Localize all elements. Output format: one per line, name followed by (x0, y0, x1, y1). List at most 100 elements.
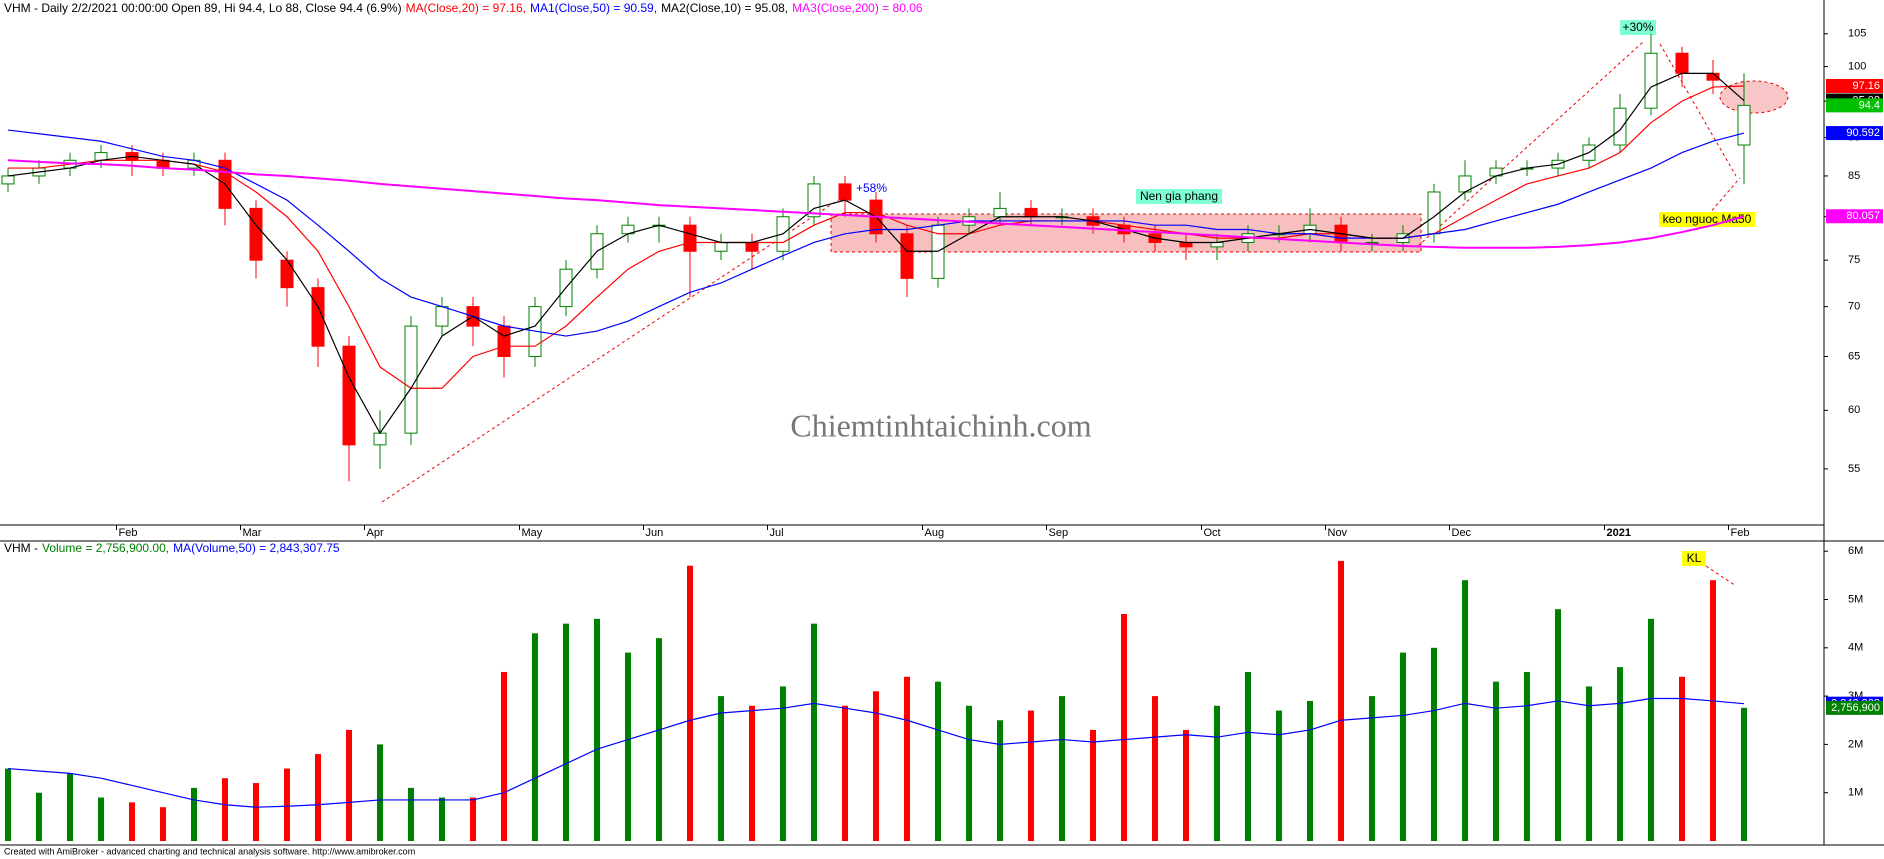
volume-bar (563, 623, 569, 841)
y-tick-label: 85 (1848, 170, 1860, 182)
candle-body (1024, 207, 1038, 218)
candle-body (838, 183, 852, 201)
volume-bar (1245, 671, 1251, 841)
volume-bar (1121, 613, 1127, 841)
y-tick-label: 105 (1848, 28, 1866, 40)
volume-bar (67, 773, 73, 841)
volume-bar (1555, 609, 1561, 841)
value-label: 80.057 (1846, 210, 1880, 222)
x-tick-label: Sep (1049, 527, 1069, 539)
volume-bar (1028, 710, 1034, 841)
value-label: 97.16 (1852, 80, 1880, 92)
volume-bar (1431, 647, 1437, 841)
candle-body (1613, 107, 1627, 146)
volume-bar (532, 633, 538, 841)
volume-bar (1059, 696, 1065, 841)
volume-bar (780, 686, 786, 841)
volume-bar (408, 787, 414, 841)
volume-bar (377, 744, 383, 841)
candle-body (1675, 52, 1689, 74)
volume-bar (873, 691, 879, 841)
arrow (1659, 43, 1737, 177)
candle-body (1644, 52, 1658, 109)
value-label: 2,756,900 (1831, 702, 1880, 714)
volume-bar (439, 797, 445, 841)
candle-body (1737, 104, 1751, 146)
volume-bar (1307, 700, 1313, 841)
title-part: Volume = 2,756,900.00, (42, 541, 169, 555)
volume-bar (284, 768, 290, 841)
candle-body (249, 207, 263, 261)
arrow (1707, 177, 1741, 216)
value-label: 90.592 (1846, 127, 1880, 139)
candle-body (404, 325, 418, 434)
volume-bar (5, 768, 11, 841)
highlight-ellipse (1719, 80, 1789, 114)
annotation-box (1136, 189, 1222, 204)
annotation: KL (1687, 551, 1702, 565)
arrow (1417, 41, 1644, 247)
candle-body (342, 345, 356, 446)
footer: Created with AmiBroker - advanced charti… (4, 846, 415, 856)
annotation-box (1620, 20, 1656, 35)
y-tick-label: 60 (1848, 404, 1860, 416)
x-tick-label: 2021 (1607, 527, 1631, 539)
ma-line (7, 697, 1745, 808)
title-part: MA3(Close,200) = 80.06 (792, 1, 923, 15)
volume-bar (1400, 652, 1406, 841)
ma-line (7, 129, 1745, 337)
volume-bar (1679, 676, 1685, 841)
y-tick-label: 55 (1848, 463, 1860, 475)
volume-bar (253, 783, 259, 841)
y-tick-label: 100 (1848, 60, 1866, 72)
y-tick-label: 70 (1848, 301, 1860, 313)
value-label-box (1826, 209, 1883, 224)
annotation-box (1682, 551, 1706, 566)
volume-bar (594, 618, 600, 841)
title-part: MA(Volume,50) = 2,843,307.75 (173, 541, 340, 555)
annotation: Nen gia phang (1140, 189, 1218, 203)
volume-bar (1152, 696, 1158, 841)
y-tick-label: 2M (1848, 738, 1863, 750)
arrow (381, 199, 839, 503)
title-part: MA1(Close,50) = 90.59, (530, 1, 657, 15)
volume-bar (1338, 560, 1344, 841)
candle-body (807, 183, 821, 218)
ma-line (7, 159, 1745, 249)
volume-bar (1741, 707, 1747, 841)
volume-bar (718, 696, 724, 841)
volume-bar (129, 802, 135, 841)
x-tick-label: Mar (243, 527, 262, 539)
volume-bar (1586, 686, 1592, 841)
x-tick-label: Oct (1204, 527, 1221, 539)
volume-bar (36, 792, 42, 841)
y-tick-label: 5M (1848, 593, 1863, 605)
volume-bar (749, 705, 755, 841)
annotation: +58% (856, 181, 887, 195)
volume-bar (1090, 729, 1096, 841)
candle-body (1, 175, 15, 185)
volume-bar (222, 778, 228, 841)
x-tick-label: Jun (646, 527, 664, 539)
arrows (381, 41, 1741, 587)
title-part: MA(Close,20) = 97.16, (406, 1, 526, 15)
volume-bar (501, 671, 507, 841)
x-tick-label: Dec (1452, 527, 1472, 539)
candle-body (1210, 241, 1224, 248)
volume-bar (842, 705, 848, 841)
volume-bar (1524, 671, 1530, 841)
x-tick-label: Jul (770, 527, 784, 539)
value-label: 94.4 (1859, 99, 1880, 111)
volume-bar (470, 797, 476, 841)
y-tick-label: 75 (1848, 254, 1860, 266)
x-tick-label: Feb (1731, 527, 1750, 539)
volume-bar (625, 652, 631, 841)
volume-bar (997, 720, 1003, 841)
volume-bar (191, 787, 197, 841)
candle-body (1179, 241, 1193, 248)
value-label-box (1826, 700, 1883, 715)
volume-bar (1214, 705, 1220, 841)
y-tick-label: 6M (1848, 545, 1863, 557)
